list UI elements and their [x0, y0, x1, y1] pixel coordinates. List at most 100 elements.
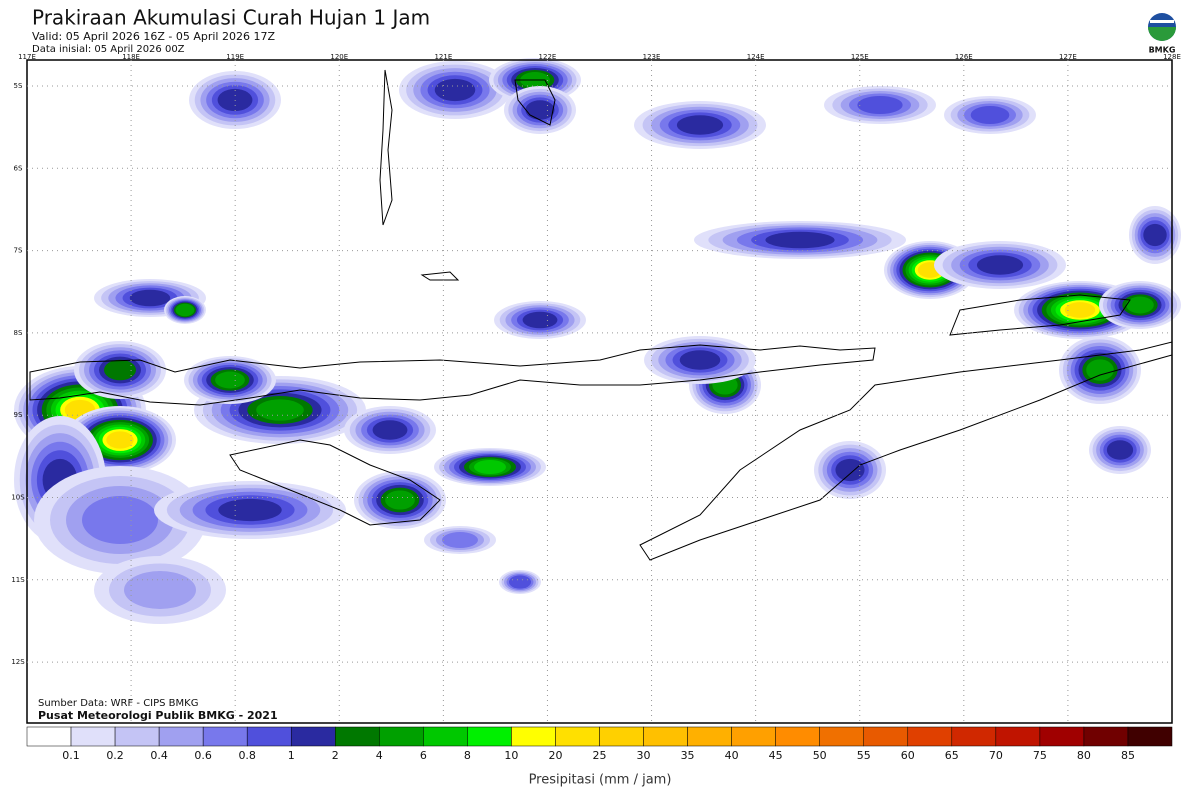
rain-cell [106, 431, 134, 449]
colorbar-label: 0.6 [194, 749, 212, 762]
lat-label: 10S [11, 494, 25, 502]
rain-cell [218, 498, 282, 522]
lon-label: 124E [747, 53, 765, 61]
colorbar-label: 25 [593, 749, 607, 762]
island [514, 79, 556, 126]
colorbar-swatch [70, 726, 116, 747]
rain-cell [765, 231, 835, 249]
selayar [379, 69, 393, 226]
lon-label: 121E [434, 53, 452, 61]
rain-cell [976, 255, 1024, 275]
rain-cell [129, 289, 171, 307]
colorbar-label: 0.1 [62, 749, 80, 762]
colorbar-label: 80 [1077, 749, 1091, 762]
rain-cell [1086, 359, 1114, 381]
title: Prakiraan Akumulasi Curah Hujan 1 Jam [32, 6, 430, 30]
rain-cell [509, 575, 531, 589]
colorbar-label: 1 [288, 749, 295, 762]
rain-cell [676, 115, 724, 135]
rain-cell [522, 311, 558, 329]
initial-time: Data inisial: 05 April 2026 00Z [32, 44, 185, 55]
colorbar-label: 0.2 [106, 749, 124, 762]
colorbar-label: 0.8 [238, 749, 256, 762]
colorbar-label: 4 [376, 749, 383, 762]
lat-label: 7S [14, 247, 23, 255]
islet [420, 271, 460, 281]
colorbar-label: 40 [725, 749, 739, 762]
lon-label: 117E [18, 53, 36, 61]
rain-cell [1106, 440, 1134, 460]
colorbar-swatch [114, 726, 160, 747]
colorbar-swatch [863, 726, 909, 747]
lat-label: 12S [11, 658, 25, 666]
colorbar-swatch [423, 726, 468, 747]
rain-cell [434, 78, 476, 102]
colorbar-label: 50 [813, 749, 827, 762]
logo-text: BMKG [1149, 46, 1176, 55]
colorbar-swatch [643, 726, 688, 747]
lat-label: 8S [14, 329, 23, 337]
rain-cell [256, 399, 304, 421]
lat-label: 6S [14, 164, 23, 172]
colorbar-swatch [819, 726, 864, 747]
colorbar-swatch [1083, 726, 1129, 747]
lon-label: 123E [643, 53, 661, 61]
rain-cell [1143, 223, 1167, 247]
colorbar-swatch [951, 726, 997, 747]
rain-cell [385, 490, 415, 510]
rain-cell [1126, 296, 1154, 314]
colorbar-label: 75 [1033, 749, 1047, 762]
colorbar-label: 60 [901, 749, 915, 762]
credit-text: Pusat Meteorologi Publik BMKG - 2021 [38, 709, 278, 722]
colorbar-label: 10 [504, 749, 518, 762]
lon-label: 128E [1163, 53, 1181, 61]
colorbar-swatch [158, 726, 204, 747]
rain-cell [679, 350, 721, 370]
sumbawa-flores [29, 344, 876, 406]
rain-cell [442, 532, 478, 548]
colorbar-swatch [1127, 726, 1173, 747]
colorbar-swatch [335, 726, 380, 747]
colorbar-label: 35 [681, 749, 695, 762]
colorbar-swatch [687, 726, 732, 747]
lon-label: 118E [122, 53, 140, 61]
colorbar-swatch [555, 726, 600, 747]
logo-stripe [1150, 20, 1174, 23]
lat-label: 9S [14, 411, 23, 419]
logo: BMKG [1148, 13, 1176, 55]
precipitation-field [14, 58, 1181, 624]
colorbar-label: 6 [420, 749, 427, 762]
colorbar-label: 85 [1121, 749, 1135, 762]
colorbar-swatch [995, 726, 1041, 747]
colorbar-label: 70 [989, 749, 1003, 762]
lon-label: 126E [955, 53, 973, 61]
colorbar-swatch [290, 726, 336, 747]
colorbar-swatch [467, 726, 512, 747]
colorbar-label: 8 [464, 749, 471, 762]
lat-label: 11S [11, 576, 25, 584]
rain-cell [372, 420, 408, 440]
colorbar-swatch [1039, 726, 1085, 747]
lon-label: 122E [539, 53, 557, 61]
colorbar-swatch [775, 726, 820, 747]
source-text: Sumber Data: WRF - CIPS BMKG [38, 698, 198, 709]
valid-time: Valid: 05 April 2026 16Z - 05 April 2026… [32, 30, 275, 43]
graticule: 117E 118E 119E 120E 121E 122E 123E 124E 125E 126E… [11, 53, 1181, 723]
colorbar-swatch [379, 726, 424, 747]
sumba [229, 439, 441, 526]
colorbar-swatch [599, 726, 644, 747]
rain-cell [1064, 302, 1096, 318]
lon-label: 120E [330, 53, 348, 61]
rain-cell [970, 106, 1010, 124]
colorbar-swatch [731, 726, 776, 747]
colorbar-label: 65 [945, 749, 959, 762]
rain-cell [82, 496, 158, 544]
colorbar-swatch [246, 726, 292, 747]
rain-cell [474, 460, 506, 474]
colorbar-swatch [202, 726, 248, 747]
colorbar-label: 30 [637, 749, 651, 762]
rain-cell [857, 96, 903, 114]
lon-label: 127E [1059, 53, 1077, 61]
